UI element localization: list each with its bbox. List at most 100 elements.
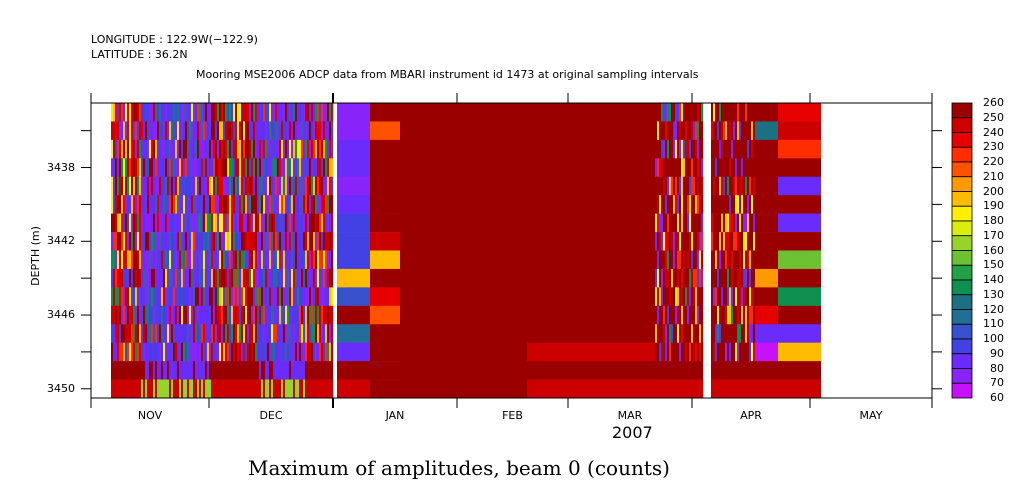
heatmap-cell [125, 213, 128, 233]
heatmap-cell [189, 139, 192, 159]
colorbar-label: 250 [983, 110, 1004, 124]
heatmap-cell [677, 342, 680, 362]
heatmap-cell [227, 250, 230, 270]
heatmap-cell [215, 268, 218, 288]
heatmap-cell [713, 195, 716, 214]
heatmap-cell [227, 103, 230, 122]
heatmap-cell [675, 121, 678, 141]
heatmap-cell [279, 379, 282, 399]
heatmap-cell [305, 139, 308, 159]
colorbar-swatch [951, 205, 973, 222]
heatmap-cell [125, 250, 128, 270]
heatmap-cell [255, 379, 258, 399]
heatmap-cell [171, 139, 174, 159]
longitude-label: LONGITUDE : 122.9W(−122.9) [91, 33, 258, 46]
heatmap-cell [257, 361, 260, 380]
heatmap-cell [265, 158, 268, 178]
heatmap-cell [159, 158, 162, 178]
heatmap-cell [233, 342, 236, 362]
heatmap-cell [315, 305, 318, 325]
heatmap-cell [179, 342, 182, 362]
heatmap-cell [661, 379, 664, 399]
heatmap-cell [697, 139, 700, 159]
heatmap-cell [265, 361, 268, 380]
heatmap-cell [327, 250, 330, 270]
heatmap-cell [139, 250, 142, 270]
heatmap-cell [267, 195, 270, 214]
heatmap-cell [261, 268, 264, 288]
heatmap-cell [163, 305, 166, 325]
heatmap-cell [189, 268, 192, 288]
heatmap-cell [299, 158, 302, 178]
heatmap-cell [325, 268, 328, 288]
heatmap-cell [119, 287, 122, 307]
heatmap-cell [273, 232, 276, 251]
heatmap-cell [285, 361, 288, 380]
heatmap-cell [189, 121, 192, 141]
heatmap-cell [209, 305, 212, 325]
heatmap-cell [685, 232, 688, 251]
heatmap-cell [135, 342, 138, 362]
heatmap-cell [147, 121, 150, 141]
heatmap-cell [195, 268, 198, 288]
heatmap-cell [125, 158, 128, 178]
heatmap-cell [753, 305, 756, 325]
heatmap-cell [201, 379, 204, 399]
heatmap-cell [723, 324, 726, 343]
heatmap-cell [141, 195, 144, 214]
heatmap-cell [245, 139, 248, 159]
heatmap-cell [681, 287, 684, 307]
heatmap-cell [659, 342, 662, 362]
heatmap-cell [225, 305, 228, 325]
heatmap-cell [247, 213, 250, 233]
heatmap-cell [259, 379, 262, 399]
heatmap-cell [295, 342, 298, 362]
heatmap-cell [237, 176, 240, 196]
heatmap-cell [237, 232, 240, 251]
heatmap-cell [147, 361, 150, 380]
colorbar-label: 180 [983, 214, 1004, 227]
heatmap-cell [171, 305, 174, 325]
heatmap-cell [299, 195, 302, 214]
heatmap-cell [687, 287, 690, 307]
heatmap-cell [121, 342, 124, 362]
heatmap-cell [153, 305, 156, 325]
heatmap-cell [325, 379, 328, 399]
heatmap-cell [249, 379, 252, 399]
heatmap-cell [269, 361, 272, 380]
heatmap-cell [203, 361, 206, 380]
heatmap-cell [721, 213, 724, 233]
heatmap-cell [247, 305, 250, 325]
heatmap-cell [217, 342, 220, 362]
heatmap-cell [159, 139, 162, 159]
heatmap-cell [233, 324, 236, 343]
heatmap-cell [681, 195, 684, 214]
heatmap-cell [747, 158, 750, 178]
heatmap-cell [727, 324, 730, 343]
heatmap-cell [685, 324, 688, 343]
heatmap-cell [237, 305, 240, 325]
heatmap-cell [689, 232, 692, 251]
heatmap-cell [689, 287, 692, 307]
heatmap-cell [113, 195, 116, 214]
heatmap-cell [337, 268, 370, 288]
latitude-label: LATITUDE : 36.2N [91, 48, 188, 61]
heatmap-cell [173, 139, 176, 159]
heatmap-cell [203, 213, 206, 233]
colorbar-label: 260 [983, 96, 1004, 109]
heatmap-cell [701, 342, 704, 362]
heatmap-cell [307, 287, 310, 307]
heatmap-cell [293, 139, 296, 159]
heatmap-cell [747, 342, 750, 362]
heatmap-cell [739, 324, 742, 343]
heatmap-cell [237, 324, 240, 343]
heatmap-cell [257, 176, 260, 196]
heatmap-cell [219, 158, 222, 178]
heatmap-cell [319, 121, 322, 141]
heatmap-cell [121, 305, 124, 325]
heatmap-cell [223, 361, 226, 380]
heatmap-cell [257, 305, 260, 325]
heatmap-cell [175, 103, 178, 122]
heatmap-cell [209, 379, 212, 399]
heatmap-cell [215, 232, 218, 251]
